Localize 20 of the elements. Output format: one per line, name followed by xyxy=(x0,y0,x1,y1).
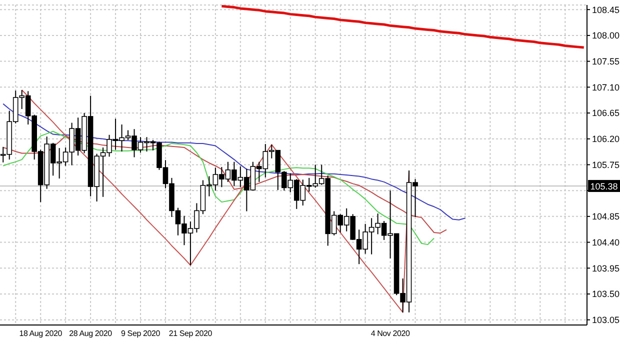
x-tick-label: 28 Aug 2020 xyxy=(69,329,113,338)
line-series xyxy=(2,103,466,220)
y-tick-label: 106.20 xyxy=(592,134,620,144)
y-tick-label: 104.40 xyxy=(592,237,620,248)
y-tick-label: 104.85 xyxy=(592,212,620,222)
x-tick-label: 18 Aug 2020 xyxy=(19,329,63,338)
ref-line-label: 105.38 xyxy=(590,181,618,192)
line-series xyxy=(220,5,586,49)
y-tick-label: 107.10 xyxy=(592,82,620,92)
y-tick-label: 108.00 xyxy=(592,30,620,41)
y-tick-label: 103.50 xyxy=(592,289,620,300)
y-tick-label: 106.65 xyxy=(592,108,620,118)
x-tick-label: 4 Nov 2020 xyxy=(370,329,410,338)
y-tick-label: 107.55 xyxy=(592,56,620,66)
y-tick-label: 105.75 xyxy=(592,160,620,170)
x-tick-label: 21 Sep 2020 xyxy=(168,329,213,338)
y-tick-label: 103.95 xyxy=(592,263,620,274)
y-tick-label: 103.05 xyxy=(592,315,620,326)
x-tick-label: 9 Sep 2020 xyxy=(121,329,161,338)
y-tick-label: 108.45 xyxy=(592,4,620,15)
